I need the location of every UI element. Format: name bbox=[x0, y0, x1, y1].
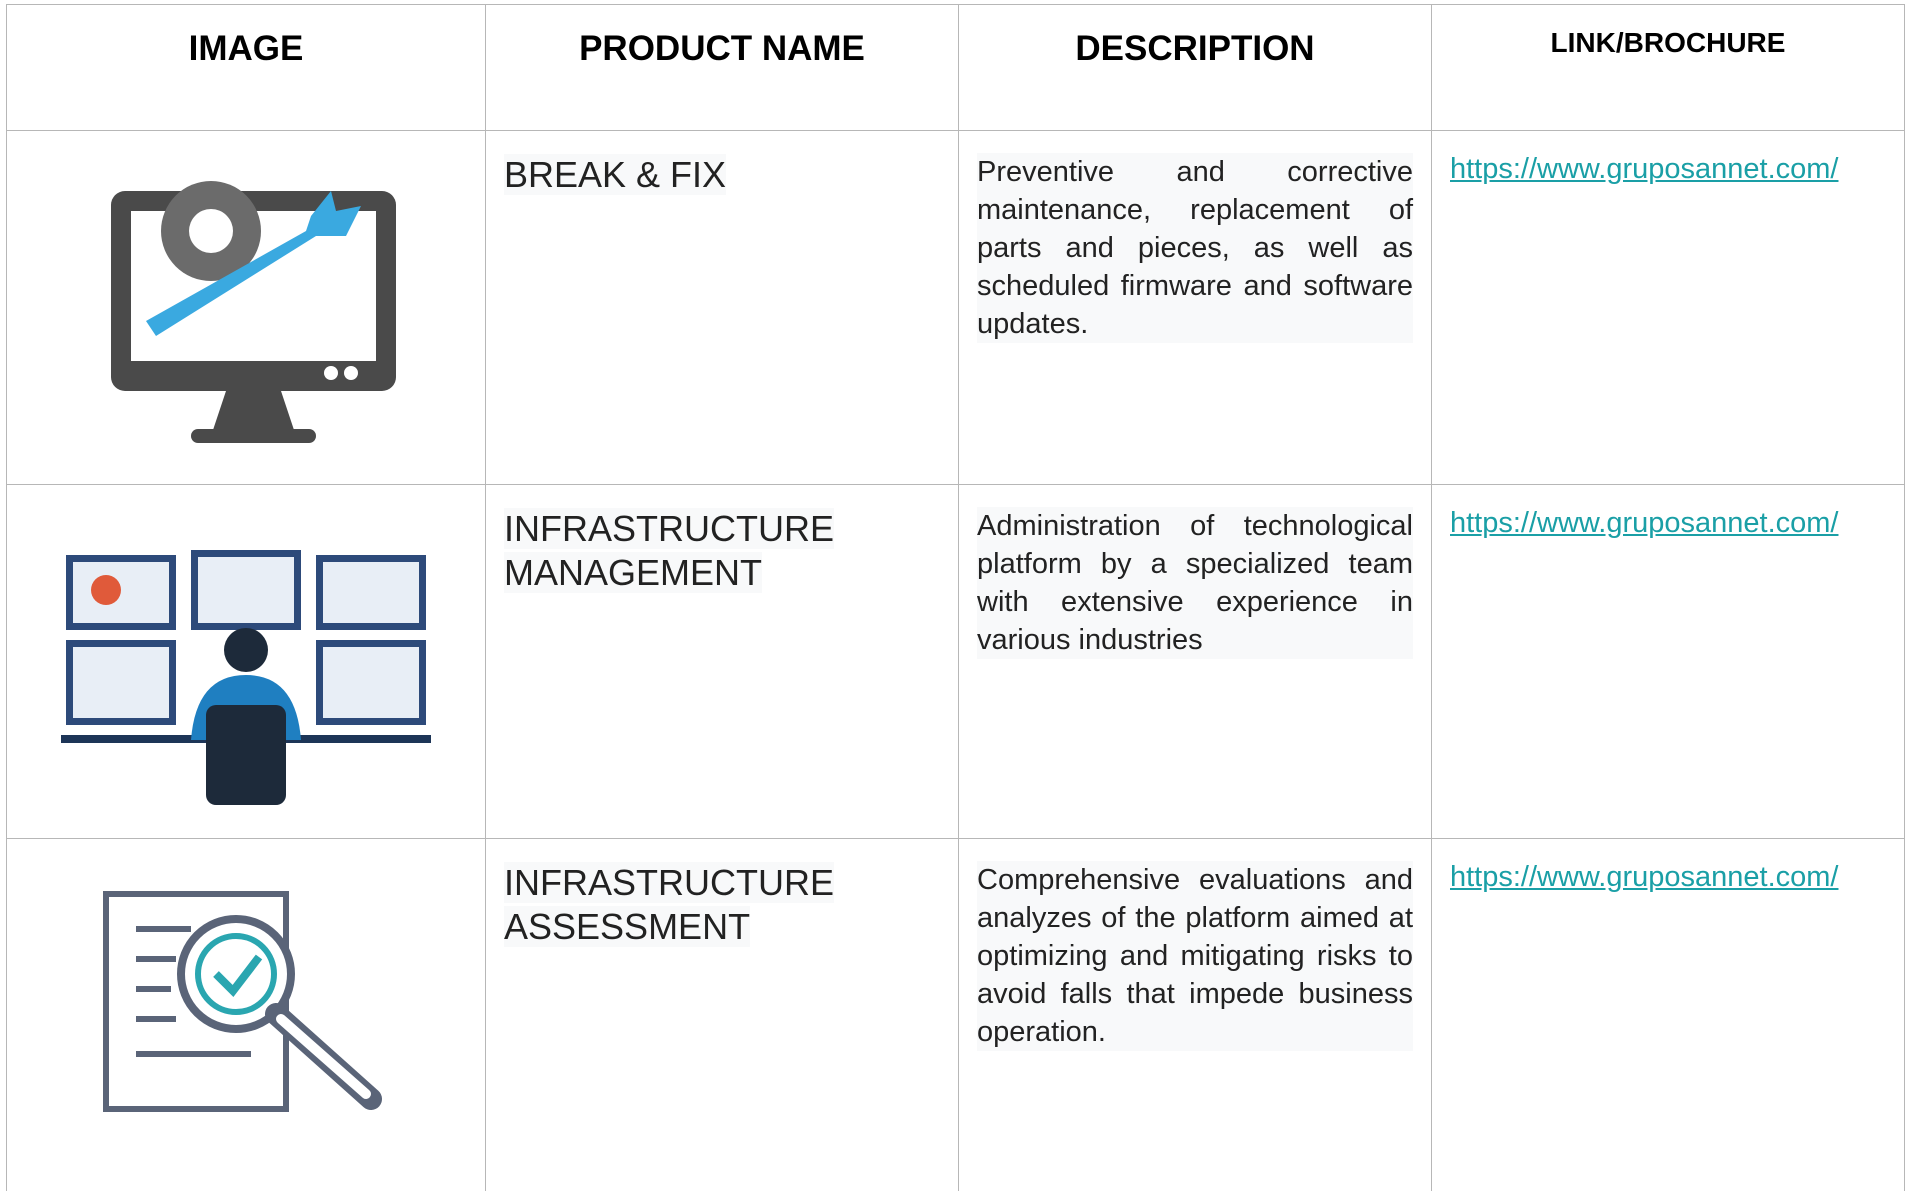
description-cell: Comprehensive evaluations and analyzes o… bbox=[959, 839, 1432, 1191]
product-name-text: BREAK & FIX bbox=[504, 154, 726, 195]
product-table: IMAGE PRODUCT NAME DESCRIPTION LINK/BROC… bbox=[6, 4, 1905, 1191]
table-row: INFRASTRUCTURE MANAGEMENT Administration… bbox=[7, 485, 1905, 839]
description: Administration of technological platform… bbox=[977, 507, 1413, 659]
page: IMAGE PRODUCT NAME DESCRIPTION LINK/BROC… bbox=[0, 0, 1910, 1120]
image-cell bbox=[7, 485, 486, 839]
column-header: IMAGE bbox=[7, 5, 486, 131]
brochure-link[interactable]: https://www.gruposannet.com/ bbox=[1450, 861, 1838, 893]
product-name-text: INFRASTRUCTURE ASSESSMENT bbox=[504, 862, 834, 947]
brochure-link[interactable]: https://www.gruposannet.com/ bbox=[1450, 153, 1838, 185]
product-name: BREAK & FIX bbox=[486, 131, 959, 485]
image-cell bbox=[7, 839, 486, 1191]
brochure-link[interactable]: https://www.gruposannet.com/ bbox=[1450, 507, 1838, 539]
header-row: IMAGE PRODUCT NAME DESCRIPTION LINK/BROC… bbox=[7, 5, 1905, 131]
table-row: INFRASTRUCTURE ASSESSMENT Comprehensive … bbox=[7, 839, 1905, 1191]
assessment-icon bbox=[101, 889, 391, 1119]
link-cell: https://www.gruposannet.com/ bbox=[1432, 485, 1905, 839]
description-cell: Preventive and corrective maintenance, r… bbox=[959, 131, 1432, 485]
column-header: PRODUCT NAME bbox=[486, 5, 959, 131]
link-cell: https://www.gruposannet.com/ bbox=[1432, 131, 1905, 485]
column-header: LINK/BROCHURE bbox=[1432, 5, 1905, 131]
product-name: INFRASTRUCTURE ASSESSMENT bbox=[486, 839, 959, 1191]
maintenance-icon bbox=[96, 161, 396, 451]
product-name: INFRASTRUCTURE MANAGEMENT bbox=[486, 485, 959, 839]
column-header: DESCRIPTION bbox=[959, 5, 1432, 131]
description: Preventive and corrective maintenance, r… bbox=[977, 153, 1413, 343]
product-name-text: INFRASTRUCTURE MANAGEMENT bbox=[504, 508, 834, 593]
link-cell: https://www.gruposannet.com/ bbox=[1432, 839, 1905, 1191]
description: Comprehensive evaluations and analyzes o… bbox=[977, 861, 1413, 1051]
description-cell: Administration of technological platform… bbox=[959, 485, 1432, 839]
monitoring-icon bbox=[61, 540, 431, 810]
image-cell bbox=[7, 131, 486, 485]
table-row: BREAK & FIX Preventive and corrective ma… bbox=[7, 131, 1905, 485]
